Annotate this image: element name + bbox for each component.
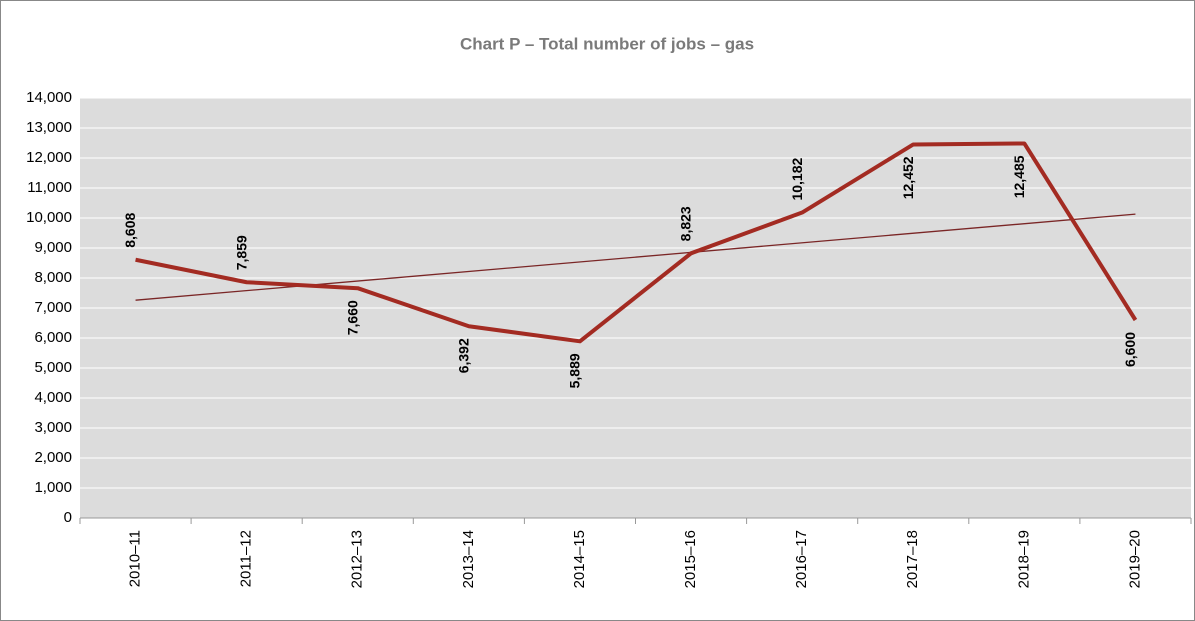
x-tick-label: 2010–11	[127, 530, 144, 587]
y-tick-label: 3,000	[34, 419, 72, 436]
y-tick-label: 2,000	[34, 449, 72, 466]
y-tick-label: 6,000	[34, 329, 72, 346]
value-label: 8,823	[678, 206, 694, 241]
value-label: 6,600	[1122, 332, 1138, 367]
y-tick-label: 12,000	[26, 149, 72, 166]
value-label: 8,608	[122, 213, 138, 248]
y-tick-label: 0	[64, 509, 72, 526]
x-tick-label: 2014–15	[571, 530, 588, 588]
x-tick-label: 2017–18	[904, 530, 921, 588]
value-label: 7,660	[344, 300, 360, 335]
x-tick-label: 2015–16	[682, 530, 699, 588]
y-tick-label: 14,000	[26, 89, 72, 106]
y-tick-label: 11,000	[27, 179, 72, 196]
value-label: 12,485	[1011, 155, 1027, 198]
x-tick-label: 2019–20	[1126, 530, 1143, 588]
value-label: 7,859	[233, 235, 249, 270]
y-tick-label: 5,000	[34, 359, 72, 376]
value-label: 12,452	[900, 156, 916, 199]
x-tick-label: 2013–14	[460, 530, 477, 588]
x-tick-label: 2018–19	[1015, 530, 1032, 588]
x-tick-label: 2011–12	[238, 530, 255, 587]
y-tick-label: 4,000	[34, 389, 72, 406]
y-tick-label: 10,000	[26, 209, 72, 226]
y-tick-label: 8,000	[34, 269, 72, 286]
x-tick-label: 2016–17	[793, 530, 810, 588]
y-tick-label: 1,000	[34, 479, 72, 496]
x-tick-label: 2012–13	[349, 530, 366, 588]
y-tick-label: 13,000	[26, 119, 72, 136]
y-tick-label: 7,000	[34, 299, 72, 316]
chart-title: Chart P – Total number of jobs – gas	[460, 34, 754, 53]
series-line	[135, 141, 1138, 344]
value-label: 5,889	[567, 353, 583, 388]
value-label: 10,182	[789, 158, 805, 201]
value-label: 6,392	[456, 338, 472, 373]
y-tick-label: 9,000	[34, 239, 72, 256]
